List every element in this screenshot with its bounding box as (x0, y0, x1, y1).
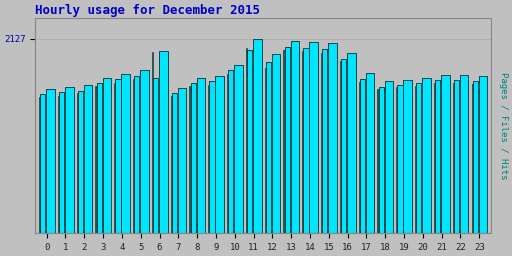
Bar (322, 49, 328, 233)
Bar (479, 76, 487, 233)
Bar (209, 81, 215, 233)
Bar (272, 54, 281, 233)
Bar (115, 79, 121, 233)
Bar (265, 68, 266, 233)
Y-axis label: Pages / Files / Hits: Pages / Files / Hits (499, 72, 508, 179)
Bar (284, 50, 285, 233)
Bar (341, 59, 346, 233)
Bar (473, 81, 478, 233)
Bar (197, 78, 205, 233)
Bar (140, 70, 149, 233)
Text: Hourly usage for December 2015: Hourly usage for December 2015 (35, 4, 261, 17)
Bar (247, 50, 252, 233)
Bar (340, 61, 341, 233)
Bar (65, 87, 74, 233)
Bar (246, 48, 247, 233)
Bar (114, 83, 115, 233)
Bar (39, 97, 40, 233)
Bar (304, 48, 309, 233)
Bar (453, 83, 454, 233)
Bar (285, 47, 290, 233)
Bar (58, 95, 59, 233)
Bar (46, 89, 55, 233)
Bar (159, 51, 167, 233)
Bar (328, 44, 337, 233)
Bar (396, 87, 397, 233)
Bar (309, 42, 318, 233)
Bar (216, 76, 224, 233)
Bar (347, 53, 356, 233)
Bar (416, 83, 421, 233)
Bar (403, 80, 412, 233)
Bar (96, 83, 102, 233)
Bar (40, 94, 46, 233)
Bar (102, 78, 111, 233)
Bar (228, 70, 233, 233)
Bar (134, 76, 139, 233)
Bar (377, 89, 378, 233)
Bar (366, 73, 374, 233)
Bar (121, 74, 130, 233)
Bar (434, 83, 435, 233)
Bar (172, 93, 177, 233)
Bar (454, 80, 459, 233)
Bar (189, 86, 190, 233)
Bar (170, 95, 172, 233)
Bar (153, 78, 158, 233)
Bar (472, 84, 473, 233)
Bar (77, 93, 78, 233)
Bar (253, 39, 262, 233)
Bar (397, 84, 402, 233)
Bar (302, 51, 304, 233)
Bar (360, 79, 365, 233)
Bar (378, 87, 384, 233)
Bar (291, 41, 299, 233)
Bar (190, 83, 196, 233)
Bar (385, 81, 393, 233)
Bar (59, 92, 64, 233)
Bar (359, 82, 360, 233)
Bar (178, 88, 186, 233)
Bar (321, 52, 322, 233)
Bar (422, 78, 431, 233)
Bar (234, 65, 243, 233)
Bar (415, 86, 416, 233)
Bar (227, 74, 228, 233)
Bar (435, 80, 440, 233)
Bar (84, 85, 92, 233)
Bar (152, 52, 153, 233)
Bar (266, 62, 271, 233)
Bar (95, 86, 96, 233)
Bar (441, 75, 450, 233)
Bar (133, 79, 134, 233)
Bar (78, 91, 83, 233)
Bar (460, 75, 468, 233)
Bar (208, 84, 209, 233)
